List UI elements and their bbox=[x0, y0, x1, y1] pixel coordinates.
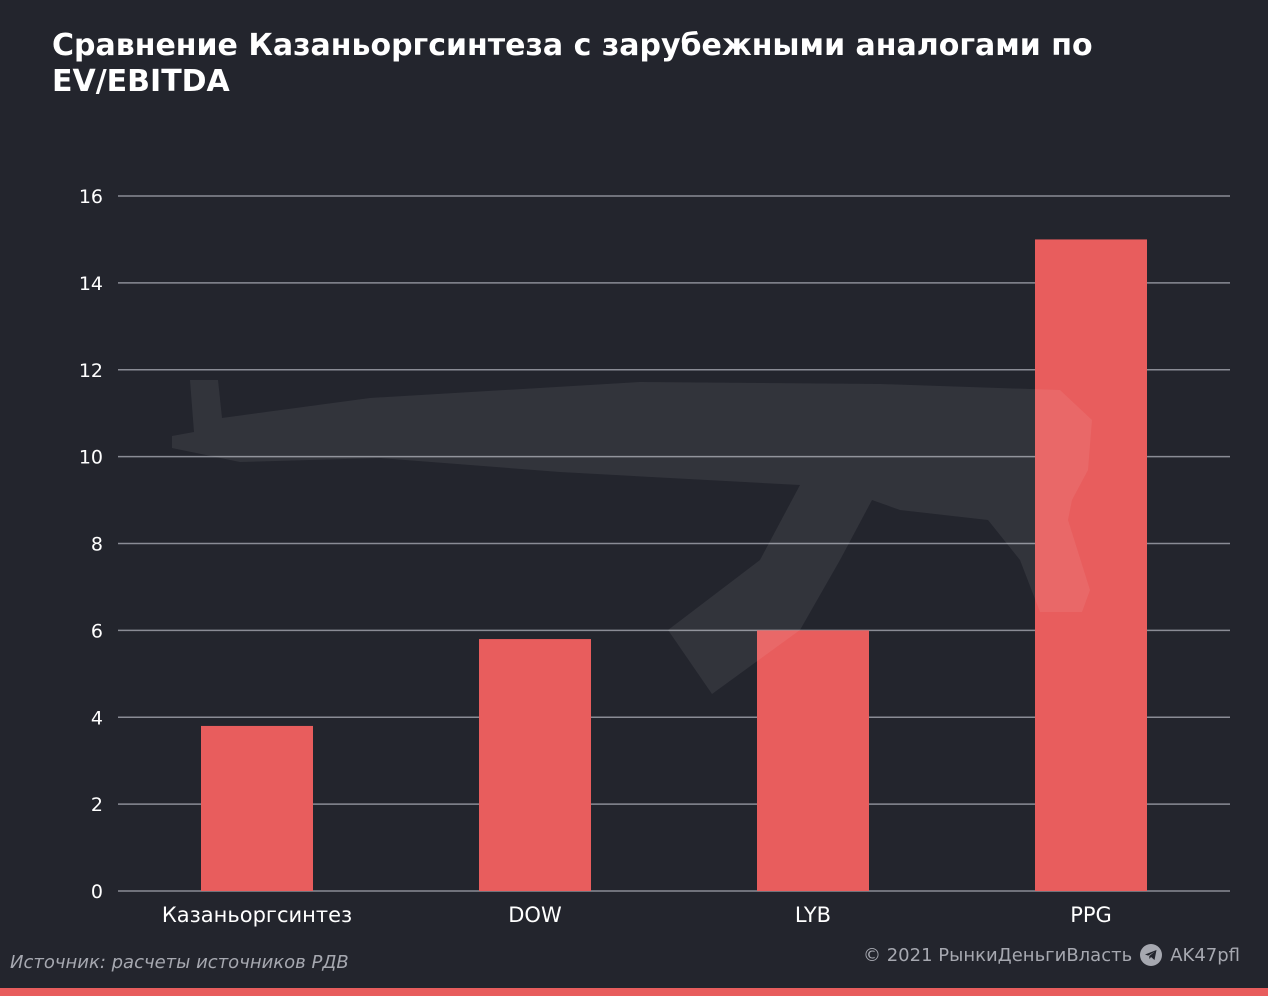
bar bbox=[201, 725, 313, 891]
y-tick-label: 2 bbox=[91, 794, 103, 816]
bar bbox=[757, 630, 869, 891]
y-tick-label: 10 bbox=[79, 447, 103, 469]
y-tick-label: 0 bbox=[91, 881, 103, 903]
rifle-silhouette bbox=[172, 380, 1092, 694]
x-category-label: PPG bbox=[1070, 903, 1112, 927]
x-category-label: DOW bbox=[508, 903, 562, 927]
y-tick-label: 6 bbox=[91, 620, 103, 642]
y-tick-label: 16 bbox=[79, 186, 103, 208]
source-note: Источник: расчеты источников РДВ bbox=[10, 952, 349, 973]
copyright-text: © 2021 РынкиДеньгиВласть bbox=[863, 944, 1133, 966]
y-tick-label: 4 bbox=[91, 707, 103, 729]
telegram-handle[interactable]: AK47pfl bbox=[1170, 944, 1240, 966]
footer-credits: © 2021 РынкиДеньгиВласть AK47pfl bbox=[863, 944, 1240, 966]
x-category-label: LYB bbox=[795, 903, 831, 927]
telegram-icon bbox=[1140, 944, 1163, 966]
bottom-accent-bar bbox=[0, 988, 1268, 996]
bar bbox=[1035, 239, 1147, 891]
bar bbox=[479, 639, 591, 891]
y-tick-label: 8 bbox=[91, 534, 103, 556]
y-tick-label: 14 bbox=[79, 273, 103, 295]
bar-chart: 0 2 4 6 8 10 12 14 16 Казаньоргсинтез DOW LYB PPG bbox=[79, 186, 1230, 927]
chart-title: Сравнение Казаньоргсинтеза с зарубежными… bbox=[52, 28, 1093, 99]
y-tick-label: 12 bbox=[79, 360, 103, 382]
x-category-label: Казаньоргсинтез bbox=[162, 903, 352, 927]
